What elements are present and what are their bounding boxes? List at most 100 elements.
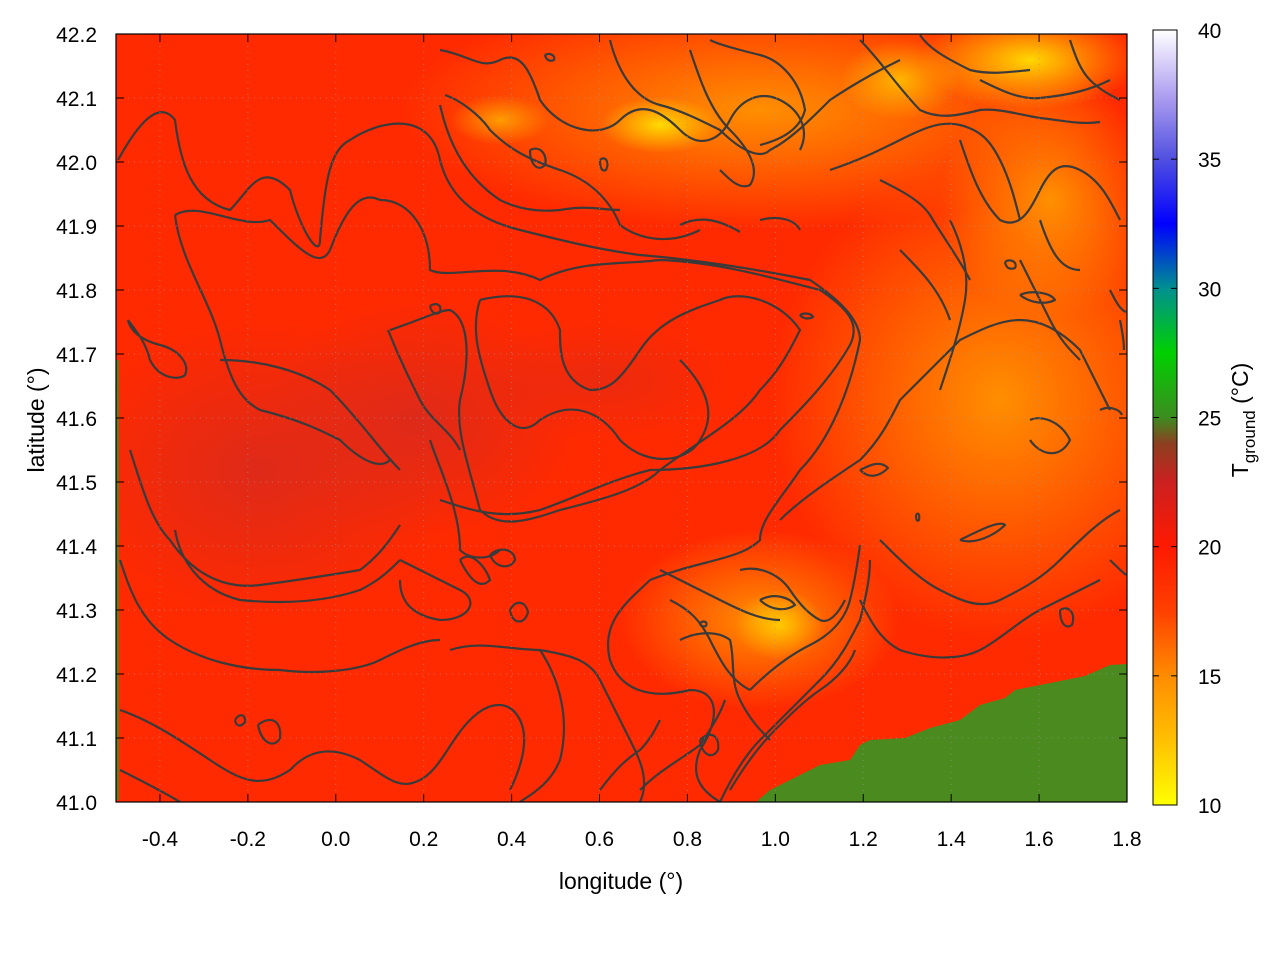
contour-line <box>639 699 727 791</box>
contour-line <box>1099 406 1124 416</box>
x-tick-label: 1.8 <box>1112 828 1141 851</box>
contour-line <box>679 218 741 233</box>
contour-line <box>759 216 801 231</box>
contour-line <box>607 579 721 802</box>
contour-line <box>233 714 247 727</box>
x-axis: -0.4 -0.2 0.0 0.2 0.4 0.6 0.8 1.0 1.2 1.4 1.6 1.8 <box>142 34 1142 851</box>
contour-line <box>459 555 492 585</box>
colorbar-tick-label: 35 <box>1198 149 1221 172</box>
y-tick-label: 41.0 <box>56 792 97 815</box>
colorbar-tick-label: 20 <box>1198 537 1221 560</box>
y-tick-label: 41.4 <box>56 536 97 559</box>
x-tick-label: 0.2 <box>409 828 438 851</box>
x-axis-label: longitude (°) <box>559 868 683 894</box>
contour-line <box>508 601 530 623</box>
contour-line <box>173 529 401 604</box>
y-axis: 41.0 41.1 41.2 41.3 41.4 41.5 41.6 41.7 41.8 41.9… <box>56 24 1127 815</box>
contour-line <box>128 449 401 587</box>
contour-line <box>659 569 781 622</box>
y-tick-label: 42.0 <box>56 152 97 175</box>
x-tick-label: 0.0 <box>321 828 350 851</box>
x-tick-label: 0.8 <box>673 828 702 851</box>
colorbar-label-unit: (°C) <box>1227 363 1253 411</box>
contour-line <box>519 649 566 802</box>
contour-line <box>938 219 968 391</box>
colorbar-ticks: 10 15 20 25 30 35 40 <box>1153 20 1221 818</box>
x-tick-label: 1.6 <box>1024 828 1053 851</box>
contour-line <box>759 595 797 611</box>
contour-line <box>919 34 1031 74</box>
contour-line <box>1038 219 1081 272</box>
cold-spot-se <box>735 590 825 660</box>
colorbar-tick-label: 15 <box>1198 666 1221 689</box>
contour-line <box>474 299 710 461</box>
colorbar: 10 15 20 25 30 35 40 Tground (°C) <box>1152 20 1259 818</box>
contour-line <box>859 39 1101 125</box>
contour-line <box>879 509 1121 606</box>
x-tick-label: 1.0 <box>761 828 790 851</box>
cold-spot-n3 <box>450 95 550 145</box>
x-tick-label: 1.4 <box>937 828 967 851</box>
contour-line <box>749 544 862 691</box>
contour-line <box>829 122 1022 221</box>
colorbar-tick-label: 40 <box>1198 20 1221 43</box>
contour-line <box>439 48 805 151</box>
colorbar-label-main: T <box>1227 463 1253 477</box>
y-tick-label: 41.8 <box>56 280 97 303</box>
cold-spot-n2 <box>840 40 960 120</box>
y-tick-label: 42.2 <box>56 24 97 47</box>
y-tick-label: 41.1 <box>56 728 97 751</box>
contour-line <box>398 559 472 622</box>
contour-line <box>729 649 857 791</box>
west-edge-strip <box>116 360 119 800</box>
contour-line <box>739 567 846 623</box>
contour-line <box>389 295 802 523</box>
contour-lines <box>117 34 1127 802</box>
x-tick-label: 0.6 <box>585 828 614 851</box>
contour-line <box>779 318 1111 521</box>
x-tick-label: -0.4 <box>142 828 179 851</box>
x-tick-label: -0.2 <box>230 828 266 851</box>
contour-line <box>1109 289 1127 314</box>
contour-line <box>1019 259 1081 361</box>
contour-line <box>1118 319 1126 351</box>
y-axis-label: latitude (°) <box>23 367 49 472</box>
contour-line <box>256 718 282 745</box>
contour-line <box>118 559 441 674</box>
contour-line <box>599 719 661 791</box>
contour-line <box>914 512 921 522</box>
grid <box>116 34 1127 802</box>
colorbar-tick-label: 10 <box>1198 795 1221 818</box>
contour-line <box>899 249 952 321</box>
contour-line <box>438 104 621 212</box>
contour-line <box>879 179 971 281</box>
contour-line <box>1058 607 1075 628</box>
contour-line <box>698 733 720 757</box>
contour-line <box>1109 559 1127 576</box>
contour-line <box>449 644 646 802</box>
y-tick-label: 41.2 <box>56 664 97 687</box>
contour-line <box>1019 291 1057 304</box>
y-tick-label: 41.9 <box>56 216 97 239</box>
contour-line <box>1068 39 1121 101</box>
contour-line <box>859 579 1101 659</box>
contour-line <box>428 439 501 559</box>
colorbar-label: Tground (°C) <box>1227 363 1259 478</box>
contour-line <box>679 632 771 741</box>
colorbar-tick-label: 25 <box>1198 408 1221 431</box>
contour-line <box>428 303 442 315</box>
contour-line <box>959 522 1007 543</box>
contour-line <box>698 620 708 628</box>
contour-line <box>219 358 401 471</box>
contour-line <box>119 704 526 791</box>
warm-core-mid <box>470 320 730 440</box>
contour-line <box>958 139 1121 224</box>
contour-line <box>173 214 391 465</box>
colorbar-tick-label: 30 <box>1198 278 1221 301</box>
y-tick-label: 42.1 <box>56 88 97 111</box>
contour-line <box>543 52 556 62</box>
x-tick-label: 1.2 <box>849 828 878 851</box>
cold-spot-n1 <box>600 97 720 153</box>
y-tick-label: 41.5 <box>56 472 97 495</box>
